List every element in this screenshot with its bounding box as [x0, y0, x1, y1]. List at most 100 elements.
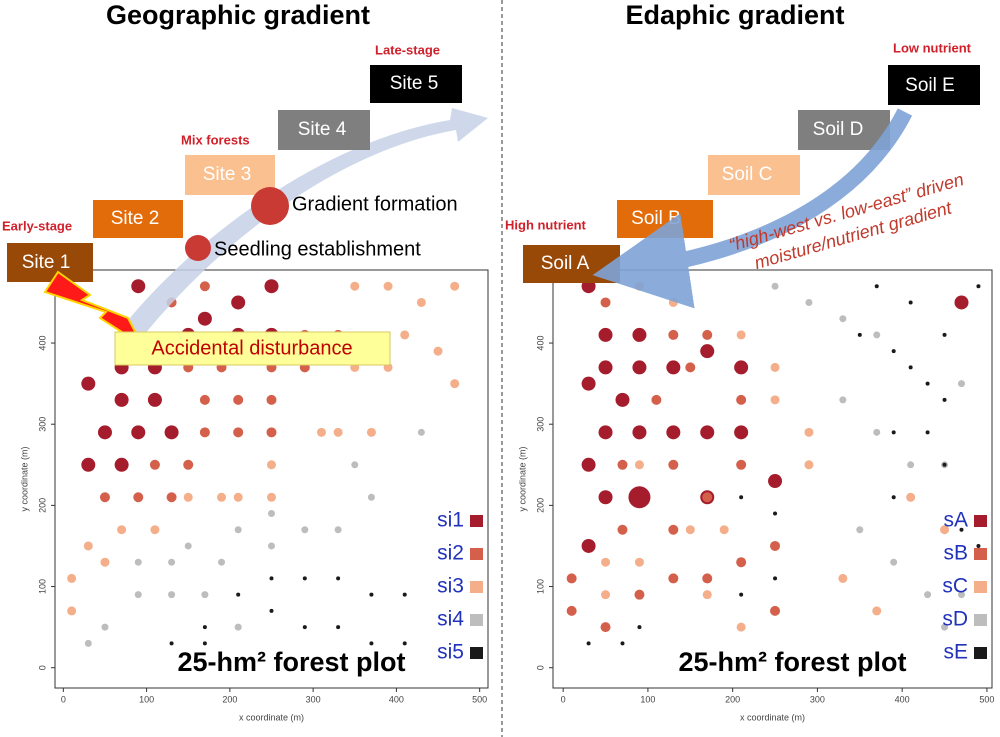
note-box: [114, 331, 391, 366]
point: [316, 427, 326, 437]
point: [114, 392, 129, 407]
x-tick-label: 0: [561, 694, 566, 704]
point: [402, 641, 407, 646]
point: [600, 297, 611, 308]
point: [719, 525, 729, 535]
site-box: [7, 243, 93, 282]
point: [586, 641, 591, 646]
y-tick-label: 300: [37, 417, 47, 432]
point: [957, 380, 965, 388]
point: [202, 625, 207, 630]
point: [736, 394, 747, 405]
point: [651, 394, 662, 405]
point: [872, 606, 882, 616]
legend-swatch: [470, 548, 483, 560]
soil-label: Soil C: [722, 164, 773, 185]
note: Gradient formation: [292, 193, 458, 215]
y-tick-label: 400: [535, 336, 545, 351]
legend-swatch: [470, 647, 483, 659]
x-tick-label: 400: [895, 694, 910, 704]
icon-circle: [251, 187, 289, 225]
point: [856, 526, 864, 534]
point: [702, 590, 712, 600]
point: [336, 576, 341, 581]
point: [734, 360, 749, 375]
point: [336, 625, 341, 630]
point: [668, 329, 679, 340]
point: [873, 428, 881, 436]
legend-swatch: [470, 515, 483, 527]
point: [402, 592, 407, 597]
point: [197, 311, 212, 326]
x-tick-label: 100: [640, 694, 655, 704]
soil-label: Soil D: [813, 119, 864, 140]
point: [81, 457, 96, 472]
point: [131, 425, 146, 440]
point: [685, 525, 695, 535]
point: [233, 394, 244, 405]
point: [770, 540, 781, 551]
point: [839, 315, 847, 323]
legend-label: si2: [437, 542, 464, 565]
point: [620, 641, 625, 646]
point: [771, 282, 779, 290]
point: [433, 346, 443, 356]
point: [739, 592, 744, 597]
point: [264, 279, 279, 294]
point: [333, 427, 343, 437]
point: [201, 591, 209, 599]
point: [804, 427, 814, 437]
icon-circle: [185, 235, 211, 261]
legend-label: si4: [437, 608, 464, 631]
point: [957, 591, 965, 599]
point: [417, 428, 425, 436]
point: [101, 623, 109, 631]
point: [100, 557, 110, 567]
point: [668, 297, 678, 307]
point: [615, 392, 630, 407]
point: [770, 605, 781, 616]
site-label: Site 4: [298, 119, 347, 140]
x-tick-label: 0: [61, 694, 66, 704]
point: [450, 379, 460, 389]
point: [202, 641, 207, 646]
legend-swatch: [470, 581, 483, 593]
site-box: [370, 65, 462, 103]
point: [233, 492, 243, 502]
arrow: [592, 108, 913, 309]
point: [702, 492, 713, 503]
point: [736, 459, 747, 470]
legend-swatch: [974, 515, 987, 527]
point: [367, 493, 375, 501]
point: [149, 459, 160, 470]
panel-title: Edaphic gradient: [625, 0, 844, 30]
point: [134, 558, 142, 566]
stage-label: Low nutrient: [893, 40, 972, 55]
point: [634, 557, 644, 567]
point: [234, 526, 242, 534]
point: [114, 457, 129, 472]
point: [117, 525, 127, 535]
point: [566, 573, 577, 584]
y-axis-label: y coordinate (m): [517, 446, 527, 511]
x-axis-label: x coordinate (m): [239, 712, 304, 722]
point: [908, 300, 913, 305]
soil-box: [708, 155, 800, 195]
point: [581, 376, 596, 391]
point: [366, 427, 376, 437]
soil-label: Soil A: [541, 253, 590, 274]
point: [302, 576, 307, 581]
point: [632, 327, 647, 342]
point: [666, 360, 681, 375]
arrow: [120, 108, 488, 340]
point: [770, 395, 780, 405]
point: [598, 425, 613, 440]
point: [959, 527, 964, 532]
point: [236, 592, 241, 597]
point: [598, 490, 613, 505]
point: [924, 591, 932, 599]
note: Seedling establishment: [214, 238, 421, 260]
point: [890, 558, 898, 566]
x-tick-label: 200: [222, 694, 237, 704]
